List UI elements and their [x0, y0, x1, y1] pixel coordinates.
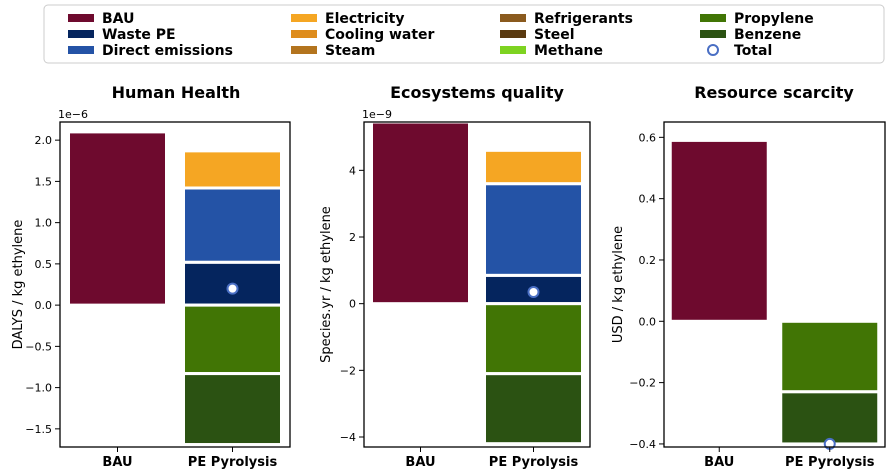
panel-3: Resource scarcity −0.4 −0.2 0.0 0.2 0.4 0.6 BAU… — [611, 83, 886, 470]
legend-item-cooling: Cooling water — [291, 27, 435, 43]
legend-label-steel: Steel — [534, 27, 575, 43]
legend-label-waste_pe: Waste PE — [102, 27, 176, 43]
category-label: BAU — [704, 455, 734, 470]
legend-swatch-steel — [500, 30, 526, 38]
legend-label-refrigerants: Refrigerants — [534, 11, 633, 27]
total-marker — [226, 282, 239, 295]
legend-label-direct: Direct emissions — [102, 43, 233, 59]
bar-segment-bau — [370, 120, 471, 306]
legend-swatch-refrigerants — [500, 14, 526, 22]
y-tick-label: −1.5 — [25, 423, 52, 436]
legend-item-steam: Steam — [291, 43, 375, 59]
bar-segment-benzene — [483, 372, 584, 446]
plot-frame — [663, 121, 886, 448]
legend-label-benzene: Benzene — [734, 27, 801, 43]
bar-segment-direct — [182, 186, 283, 264]
legend-label-steam: Steam — [325, 43, 375, 59]
y-tick-label: −1.0 — [25, 382, 52, 395]
y-tick-label: 2.0 — [35, 134, 53, 147]
bar-segment-bau — [67, 130, 168, 307]
legend-label-cooling: Cooling water — [325, 27, 435, 43]
y-tick-label: −0.4 — [629, 438, 656, 451]
bar-segment-electricity — [483, 148, 584, 186]
bar-segment-electricity — [182, 149, 283, 190]
legend-swatch-benzene — [700, 30, 726, 38]
category-label: BAU — [102, 455, 132, 470]
panel-title: Human Health — [112, 83, 241, 102]
legend-label-bau: BAU — [102, 11, 134, 27]
legend-item-direct: Direct emissions — [68, 43, 233, 59]
legend-swatch-bau — [68, 14, 94, 22]
legend-item-refrigerants: Refrigerants — [500, 11, 633, 27]
legend-item-bau: BAU — [68, 11, 134, 27]
bar-segment-propylene — [483, 302, 584, 376]
legend-marker-total — [707, 44, 719, 56]
y-tick-label: 2 — [349, 231, 356, 244]
bar-segment-bau — [668, 138, 770, 323]
y-tick-label: 1.5 — [35, 175, 53, 188]
axis-multiplier: 1e−6 — [58, 108, 88, 121]
y-tick-label: 0.0 — [35, 299, 53, 312]
legend-item-electricity: Electricity — [291, 11, 404, 27]
bar-segment-propylene — [182, 303, 283, 376]
y-tick-label: 4 — [349, 164, 356, 177]
plot-frame — [363, 121, 591, 448]
bar-segment-benzene — [779, 390, 881, 446]
legend-label-electricity: Electricity — [325, 11, 404, 27]
y-tick-label: −0.2 — [629, 377, 656, 390]
legend-item-benzene: Benzene — [700, 27, 801, 43]
legend-label-total: Total — [734, 43, 772, 59]
y-tick-label: 0.2 — [639, 254, 657, 267]
legend-swatch-waste_pe — [68, 30, 94, 38]
legend-label-methane: Methane — [534, 43, 603, 59]
y-tick-label: 0.6 — [639, 131, 657, 144]
legend-label-propylene: Propylene — [734, 11, 814, 27]
category-label: PE Pyrolysis — [188, 455, 278, 470]
y-tick-label: −2 — [340, 364, 356, 377]
legend-item-methane: Methane — [500, 43, 603, 59]
y-axis-label: USD / kg ethylene — [611, 226, 626, 343]
y-tick-label: 0.0 — [639, 315, 657, 328]
legend-swatch-electricity — [291, 14, 317, 22]
bar-segment-benzene — [182, 372, 283, 447]
y-tick-label: 0 — [349, 298, 356, 311]
panel-title: Ecosystems quality — [390, 83, 564, 102]
chart-panels: Human Health 1e−6 −1.5 −1.0 −0.5 0.0 0.5 1.0 1.5… — [11, 83, 886, 470]
y-axis-label: DALYS / kg ethylene — [11, 220, 26, 350]
panel-2: Ecosystems quality 1e−9 −4 −2 0 2 4 BAU PE Pyrol… — [319, 83, 591, 470]
legend-swatch-direct — [68, 46, 94, 54]
panel-title: Resource scarcity — [694, 83, 854, 102]
category-label: PE Pyrolysis — [785, 455, 875, 470]
legend-item-propylene: Propylene — [700, 11, 814, 27]
category-label: PE Pyrolysis — [489, 455, 579, 470]
y-axis-label: Species.yr / kg ethylene — [319, 206, 334, 363]
legend-swatch-steam — [291, 46, 317, 54]
panel-1: Human Health 1e−6 −1.5 −1.0 −0.5 0.0 0.5 1.0 1.5… — [11, 83, 291, 470]
legend-item-waste_pe: Waste PE — [68, 27, 176, 43]
legend-frame — [43, 4, 885, 64]
y-tick-label: 0.4 — [639, 193, 657, 206]
axis-multiplier: 1e−9 — [362, 108, 392, 121]
y-tick-label: −0.5 — [25, 340, 52, 353]
legend-swatch-methane — [500, 46, 526, 54]
legend-swatch-cooling — [291, 30, 317, 38]
legend-item-total: Total — [707, 43, 772, 59]
bar-segment-propylene — [779, 319, 881, 394]
legend-item-steel: Steel — [500, 27, 575, 43]
y-tick-label: −4 — [340, 431, 356, 444]
legend-swatch-propylene — [700, 14, 726, 22]
y-tick-label: 0.5 — [35, 258, 53, 271]
total-marker — [527, 286, 540, 298]
plot-frame — [59, 121, 291, 448]
y-tick-label: 1.0 — [35, 217, 53, 230]
category-label: BAU — [405, 455, 435, 470]
bar-segment-direct — [483, 182, 584, 277]
